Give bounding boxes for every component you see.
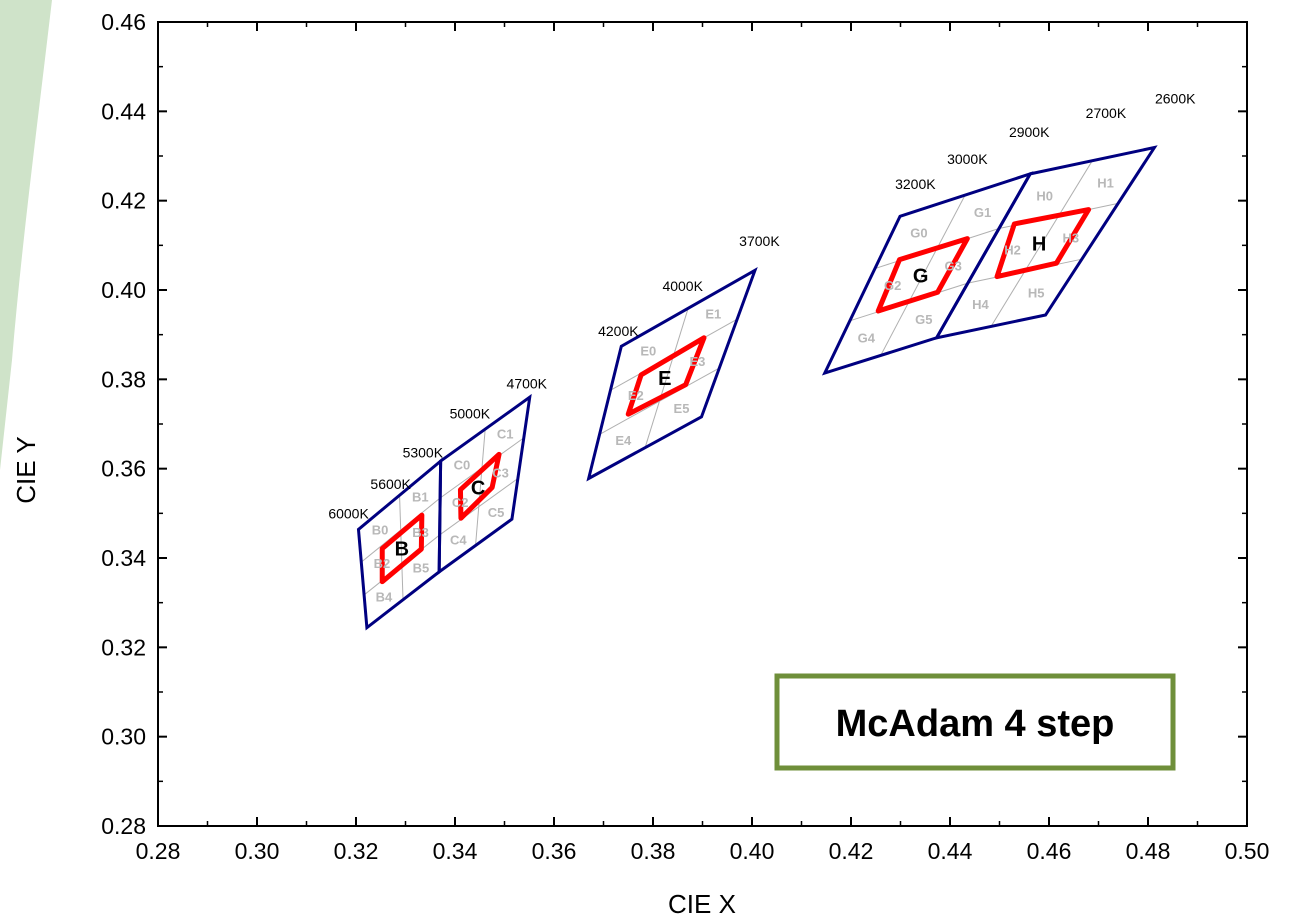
subbin-label: G4 <box>858 330 876 345</box>
y-tick-label: 0.30 <box>101 724 146 750</box>
group-labels: B C E G H <box>395 233 1047 560</box>
y-tick-label: 0.40 <box>101 277 146 303</box>
subbin-label: H4 <box>972 297 989 312</box>
macadam-quad-c <box>457 451 502 521</box>
subbin-label: H0 <box>1036 188 1053 203</box>
subbin-divider <box>399 495 404 600</box>
subbin-label: C1 <box>497 426 514 441</box>
macadam-quad-h <box>994 207 1092 280</box>
cct-label: 3700K <box>739 233 780 249</box>
x-tick-label: 0.36 <box>532 838 577 864</box>
x-axis-title: CIE X <box>668 889 736 919</box>
subbin-label: H1 <box>1097 175 1114 190</box>
group-label-c: C <box>471 477 485 499</box>
subbin-label: C0 <box>454 457 471 472</box>
subbin-label: C2 <box>452 495 469 510</box>
subbin-label: B3 <box>412 525 429 540</box>
subbin-label: B2 <box>374 556 391 571</box>
cct-label: 2700K <box>1086 105 1127 121</box>
subbin-label: C5 <box>488 505 505 520</box>
subbin-label: E4 <box>615 433 632 448</box>
x-tick-label: 0.46 <box>1027 838 1072 864</box>
cct-label: 5000K <box>450 406 491 422</box>
subbin-label: B4 <box>376 589 393 604</box>
cct-label: 4200K <box>598 323 639 339</box>
macadam-quad-e <box>625 335 707 417</box>
cct-label: 6000K <box>328 506 369 522</box>
macadam-ellipses <box>379 207 1092 585</box>
subbin-label: B5 <box>413 561 430 576</box>
group-label-b: B <box>395 539 409 561</box>
subbin-label: E0 <box>640 343 656 358</box>
subbin-label: G2 <box>884 278 901 293</box>
subbin-divider <box>990 160 1093 327</box>
cct-label: 4000K <box>662 278 703 294</box>
y-tick-label: 0.36 <box>101 456 146 482</box>
subbin-label: E5 <box>674 401 690 416</box>
bin-outline-c <box>437 393 532 575</box>
annotation-text: McAdam 4 step <box>836 703 1115 745</box>
subbin-grid <box>360 160 1119 600</box>
bin-labels: B0 B1 B2 B3 B4 B5 C0 C1 C2 C3 C4 C5 E0 E1 E2 E3 E4 E5 G0 G1… <box>372 175 1114 604</box>
y-tick-label: 0.38 <box>101 366 146 392</box>
cct-label: 3000K <box>947 151 988 167</box>
cct-label: 2900K <box>1009 124 1050 140</box>
x-tick-label: 0.50 <box>1225 838 1270 864</box>
subbin-label: B0 <box>372 523 389 538</box>
subbin-divider <box>475 429 486 546</box>
y-tick-label: 0.44 <box>101 98 146 124</box>
x-tick-label: 0.44 <box>928 838 973 864</box>
subbin-label: G1 <box>974 205 991 220</box>
y-tick-label: 0.42 <box>101 188 146 214</box>
group-label-e: E <box>658 368 671 390</box>
x-tick-label: 0.32 <box>334 838 379 864</box>
subbin-label: C3 <box>492 466 509 481</box>
cct-label: 5600K <box>370 476 411 492</box>
subbin-label: G3 <box>944 259 961 274</box>
subbin-label: G0 <box>910 226 927 241</box>
subbin-label: E3 <box>689 354 705 369</box>
x-tick-label: 0.48 <box>1126 838 1171 864</box>
x-tick-label: 0.40 <box>730 838 775 864</box>
subbin-label: H5 <box>1028 285 1045 300</box>
subbin-label: C4 <box>450 532 467 547</box>
x-tick-label: 0.34 <box>433 838 478 864</box>
subbin-label: H2 <box>1004 243 1021 258</box>
y-axis-title: CIE Y <box>11 436 41 503</box>
cct-label: 3200K <box>895 176 936 192</box>
x-axis: 0.28 0.30 0.32 0.34 0.36 0.38 0.40 0.42 0.44 0.46… <box>136 22 1270 864</box>
y-tick-label: 0.28 <box>101 813 146 839</box>
subbin-divider <box>599 367 720 435</box>
x-tick-label: 0.38 <box>631 838 676 864</box>
annotation-box: McAdam 4 step <box>774 673 1176 771</box>
group-label-h: H <box>1032 233 1046 255</box>
bin-outline-h <box>933 145 1158 340</box>
subbin-divider <box>644 308 689 448</box>
bin-outline-e <box>586 267 758 482</box>
y-tick-label: 0.46 <box>101 9 146 35</box>
x-tick-label: 0.28 <box>136 838 181 864</box>
group-label-g: G <box>913 265 929 287</box>
subbin-label: E2 <box>628 388 644 403</box>
x-tick-label: 0.42 <box>829 838 874 864</box>
subbin-label: E1 <box>705 307 721 322</box>
macadam-quad-g <box>875 236 970 314</box>
y-tick-label: 0.32 <box>101 634 146 660</box>
cct-label: 2600K <box>1155 90 1196 106</box>
cct-label: 5300K <box>403 445 444 461</box>
macadam-quad-b <box>379 512 425 585</box>
cct-label: 4700K <box>507 375 548 391</box>
subbin-label: H3 <box>1063 230 1080 245</box>
subbin-label: B1 <box>412 489 429 504</box>
x-tick-label: 0.30 <box>235 838 280 864</box>
bin-outlines <box>356 145 1158 631</box>
subbin-divider <box>439 478 519 536</box>
subbin-divider <box>880 194 966 356</box>
y-tick-label: 0.34 <box>101 545 146 571</box>
subbin-label: G5 <box>915 312 932 327</box>
y-axis: 0.28 0.30 0.32 0.34 0.36 0.38 0.40 0.42 0.44 0.46 <box>101 9 1247 839</box>
